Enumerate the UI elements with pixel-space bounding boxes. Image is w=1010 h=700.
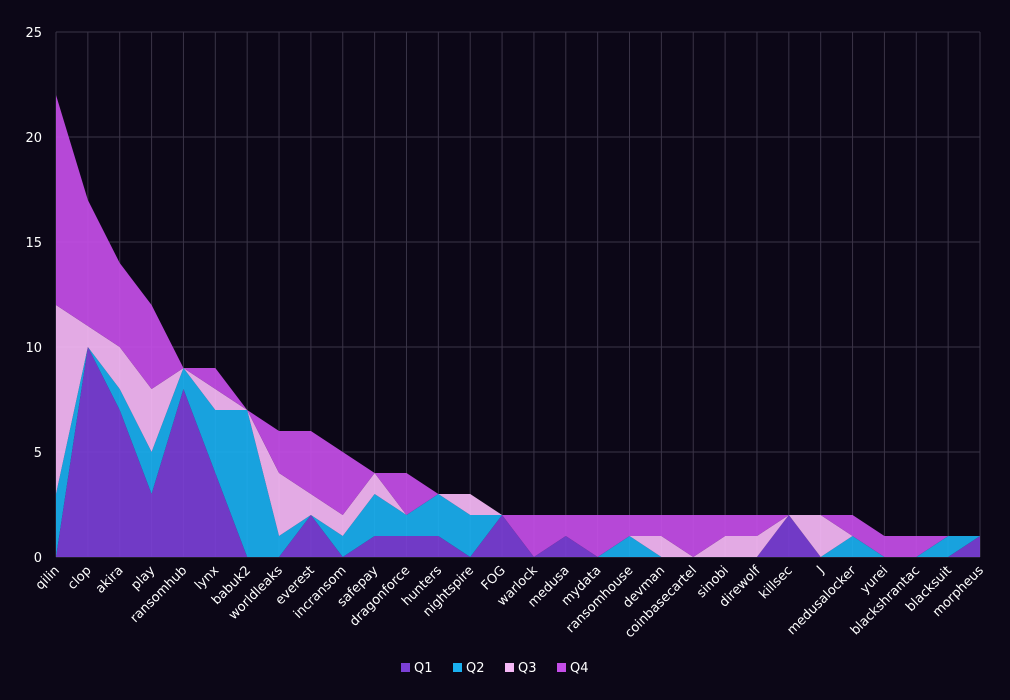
- x-tick-label: akira: [93, 563, 127, 597]
- y-tick-label: 5: [34, 446, 42, 461]
- legend-label-q2: Q2: [466, 661, 485, 676]
- x-tick-label: qilin: [33, 563, 63, 593]
- legend: Q1 Q2 Q3 Q4: [401, 661, 589, 676]
- y-tick-label: 15: [25, 236, 42, 251]
- y-tick-label: 20: [25, 131, 42, 146]
- legend-swatch-q3: [505, 663, 514, 672]
- x-tick-label: ransomhub: [128, 563, 191, 626]
- x-tick-label: clop: [65, 563, 95, 593]
- legend-swatch-q4: [557, 663, 566, 672]
- area-series-q4: [56, 95, 980, 557]
- x-tick-label: killsec: [757, 563, 796, 602]
- legend-swatch-q2: [453, 663, 462, 672]
- area-series-q3: [56, 305, 980, 557]
- area-series-q2: [56, 347, 980, 557]
- legend-swatch-q1: [401, 663, 410, 672]
- legend-label-q3: Q3: [518, 661, 537, 676]
- y-axis-ticks: 0 5 10 15 20 25: [25, 26, 42, 566]
- x-tick-label: J: [813, 563, 827, 577]
- area-series: [56, 95, 980, 557]
- area-series-q1: [56, 347, 980, 557]
- y-tick-label: 0: [34, 551, 42, 566]
- legend-label-q4: Q4: [570, 661, 589, 676]
- y-tick-label: 10: [25, 341, 42, 356]
- legend-label-q1: Q1: [414, 661, 433, 676]
- y-tick-label: 25: [25, 26, 42, 41]
